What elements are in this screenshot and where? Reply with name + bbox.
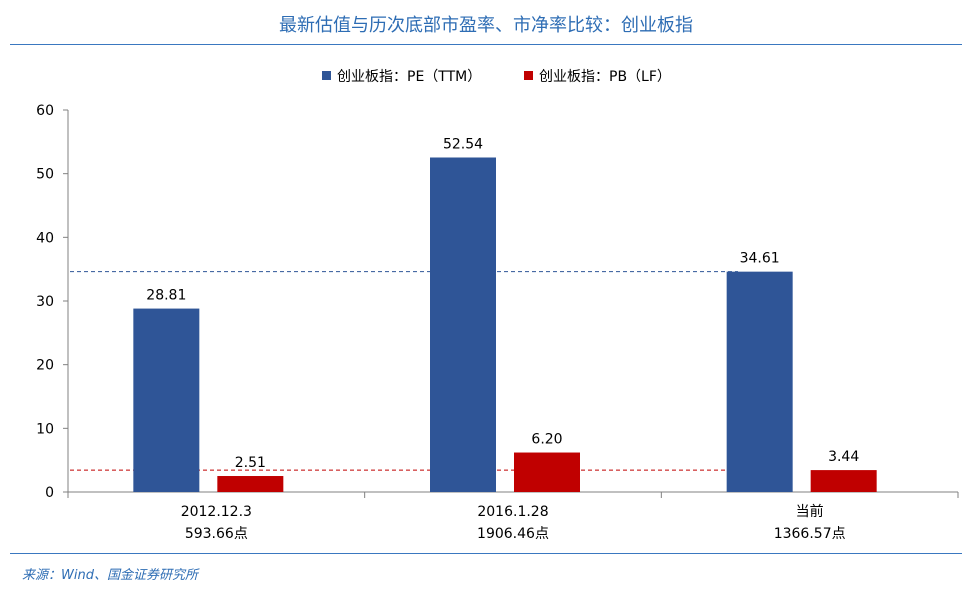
bar-series2 [514, 452, 580, 492]
data-label: 3.44 [828, 449, 859, 465]
y-tick-label: 10 [36, 421, 54, 437]
x-category-label: 2016.1.28 [477, 504, 548, 520]
legend-label: 创业板指：PB（LF） [539, 69, 671, 85]
title-divider [10, 44, 962, 45]
data-label: 28.81 [146, 288, 186, 304]
legend-swatch [524, 71, 533, 80]
x-category-label: 2012.12.3 [181, 504, 252, 520]
data-label: 34.61 [740, 251, 780, 267]
y-tick-label: 30 [36, 294, 54, 310]
data-label: 6.20 [531, 432, 562, 448]
source-note: 来源：Wind、国金证券研究所 [22, 568, 198, 583]
bar-series1 [133, 308, 200, 492]
data-label: 2.51 [235, 455, 266, 471]
y-tick-label: 60 [36, 103, 54, 119]
x-category-sublabel: 1366.57点 [774, 526, 846, 542]
bar-series1 [430, 157, 496, 492]
y-tick-label: 0 [45, 485, 54, 501]
bar-series2 [810, 470, 877, 492]
footer-divider [10, 553, 962, 554]
y-tick-label: 20 [36, 358, 54, 374]
x-category-label: 当前 [796, 503, 824, 520]
bar-series1 [726, 271, 793, 492]
data-label: 52.54 [443, 136, 483, 152]
legend-swatch [322, 71, 331, 80]
bar-series2 [217, 476, 284, 492]
y-tick-label: 40 [36, 230, 54, 246]
chart-title: 最新估值与历次底部市盈率、市净率比较：创业板指 [279, 15, 693, 36]
legend-label: 创业板指：PE（TTM） [337, 69, 481, 85]
x-category-sublabel: 593.66点 [185, 526, 248, 542]
y-tick-label: 50 [36, 167, 54, 183]
x-category-sublabel: 1906.46点 [477, 526, 549, 542]
